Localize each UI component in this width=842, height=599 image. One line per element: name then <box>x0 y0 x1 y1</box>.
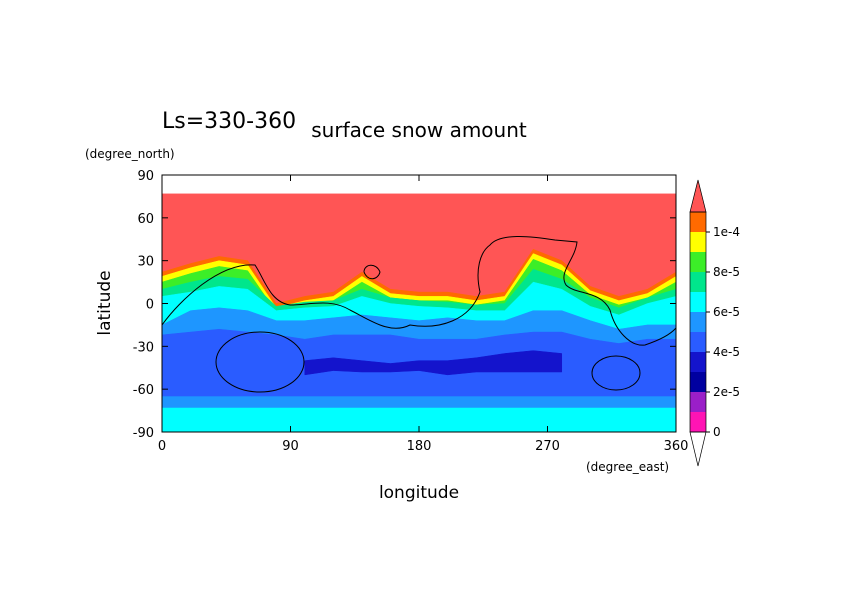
y-tick-label: 90 <box>137 169 154 184</box>
y-tick-label: -30 <box>133 340 154 355</box>
colorbar-band <box>690 232 706 252</box>
x-tick-label: 270 <box>535 439 560 454</box>
colorbar-tick-label: 1e-4 <box>713 225 740 239</box>
colorbar-tick-label: 0 <box>713 425 721 439</box>
contour-line <box>162 235 676 346</box>
colorbar-extend-max <box>689 179 707 213</box>
x-tick-label: 360 <box>664 439 689 454</box>
colorbar-band <box>690 212 706 232</box>
y-tick-label: 30 <box>137 255 154 270</box>
chart-title: surface snow amount <box>311 118 527 142</box>
contour-line <box>215 331 305 393</box>
x-axis-label: longitude <box>379 483 459 503</box>
field <box>162 193 676 432</box>
colorbar-band <box>690 332 706 352</box>
colorbar-extend-min <box>689 431 707 467</box>
y-tick-label: 0 <box>146 298 154 313</box>
y-tick-label: -60 <box>133 383 154 398</box>
y-tick-label: -90 <box>133 426 154 441</box>
colorbar-tick-label: 4e-5 <box>713 345 740 359</box>
contour-line <box>591 355 641 391</box>
colorbar-tick-label: 6e-5 <box>713 305 740 319</box>
colorbar-band <box>690 292 706 312</box>
contour-band <box>304 350 563 376</box>
y-unit: (degree_north) <box>85 147 175 161</box>
contour-line <box>363 264 381 280</box>
colorbar-band <box>690 352 706 372</box>
colorbar-tick-label: 8e-5 <box>713 265 740 279</box>
axes: 0 90 180 270 360 90 60 30 0 -30 -60 -90 <box>133 169 689 454</box>
colorbar-band <box>690 392 706 412</box>
colorbar-band <box>690 412 706 432</box>
y-axis-label: latitude <box>95 270 115 335</box>
x-unit: (degree_east) <box>586 460 669 474</box>
colorbar-band <box>690 252 706 272</box>
colorbar-frame <box>689 211 707 433</box>
x-tick-label: 90 <box>282 439 299 454</box>
colorbar: 0 2e-5 4e-5 6e-5 8e-5 1e-4 <box>689 179 740 467</box>
chart-subtitle: Ls=330-360 <box>162 109 296 134</box>
x-tick-label: 0 <box>158 439 166 454</box>
colorbar-band <box>690 372 706 392</box>
y-tick-label: 60 <box>137 212 154 227</box>
colorbar-band <box>690 312 706 332</box>
colorbar-tick-label: 2e-5 <box>713 385 740 399</box>
x-tick-label: 180 <box>407 439 432 454</box>
topography-contours <box>162 235 676 393</box>
colorbar-band <box>690 272 706 292</box>
